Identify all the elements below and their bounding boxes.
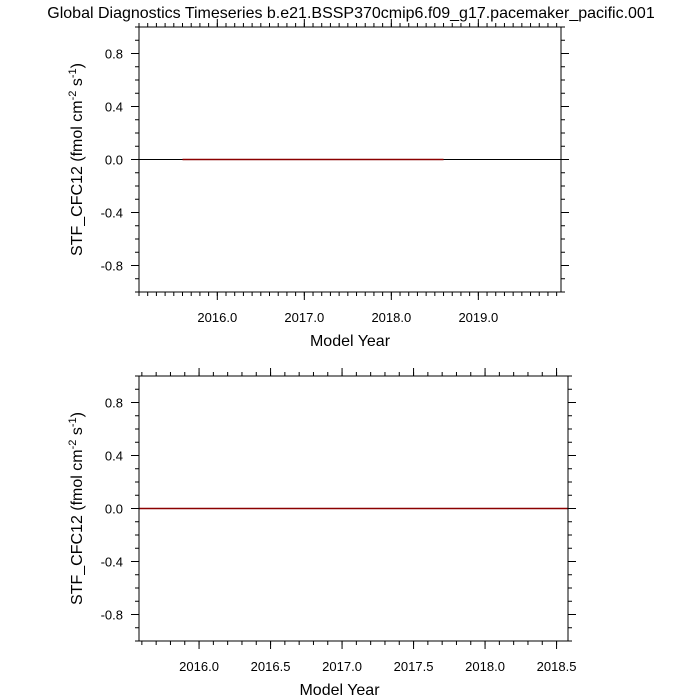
x-tick-label: 2018.0 (465, 659, 505, 674)
y-tick-label: 0.0 (105, 502, 123, 517)
chart-title: Global Diagnostics Timeseries b.e21.BSSP… (47, 5, 655, 22)
x-tick-label: 2018.0 (371, 310, 411, 325)
chart-panel-2: 2016.0 2016.5 2017.0 2017.5 2018.0 2018.5 0.8 0… (67, 368, 576, 699)
x-tick-label: 2018.5 (537, 659, 577, 674)
x-tick-label: 2019.0 (458, 310, 498, 325)
y-tick-label: -0.4 (101, 206, 123, 221)
plot-frame (138, 26, 562, 293)
y-axis-label: STF_CFC12 (fmol cm-2 s-1) (67, 412, 86, 605)
x-tick-label: 2016.0 (197, 310, 237, 325)
x-tick-label: 2016.0 (179, 659, 219, 674)
y-tick-label: 0.8 (105, 396, 123, 411)
plot-frame (138, 375, 569, 642)
y-tick-label: -0.8 (101, 259, 123, 274)
y-tick-label: 0.4 (105, 100, 123, 115)
x-tick-label: 2016.5 (251, 659, 291, 674)
y-tick-label: 0.8 (105, 47, 123, 62)
y-tick-label: 0.0 (105, 153, 123, 168)
x-axis-label: Model Year (310, 333, 391, 350)
x-tick-label: 2017.5 (394, 659, 434, 674)
x-tick-label: 2017.0 (284, 310, 324, 325)
y-tick-label: -0.8 (101, 608, 123, 623)
chart-panel-1: 2016.0 2017.0 2018.0 2019.0 0.8 0.4 0.0 -0.4 -0.… (67, 19, 569, 350)
x-tick-label: 2017.0 (322, 659, 362, 674)
y-tick-label: 0.4 (105, 449, 123, 464)
y-axis-label: STF_CFC12 (fmol cm-2 s-1) (67, 63, 86, 256)
x-axis-label: Model Year (299, 682, 380, 699)
y-tick-label: -0.4 (101, 555, 123, 570)
